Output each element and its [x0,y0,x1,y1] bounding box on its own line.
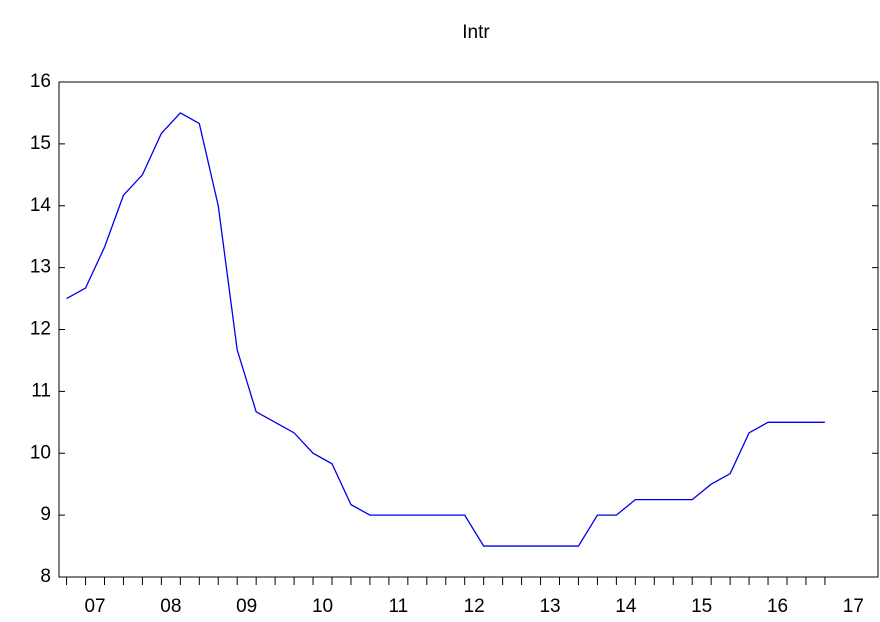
x-tick-label: 13 [539,596,560,617]
x-tick-label: 15 [691,596,712,617]
chart-title: Intr [462,22,490,43]
y-tick-label: 14 [30,195,52,216]
x-tick-label: 17 [843,596,864,617]
x-tick-label: 12 [464,596,485,617]
y-tick-label: 8 [40,566,51,587]
x-tick-label: 08 [160,596,181,617]
plot-frame [58,81,879,578]
y-tick-label: 13 [30,257,51,278]
y-tick-label: 12 [30,319,51,340]
x-tick-label: 14 [615,596,637,617]
y-tick-label: 10 [30,442,51,463]
x-tick-label: 16 [767,596,788,617]
x-tick-label: 09 [236,596,257,617]
y-tick-label: 9 [40,504,51,525]
y-tick-label: 15 [30,133,51,154]
y-tick-label: 16 [30,71,51,92]
x-tick-label: 10 [312,596,333,617]
line-series [66,112,825,547]
x-tick-label: 07 [84,596,105,617]
x-tick-label: 11 [388,596,408,617]
y-tick-label: 11 [31,380,51,401]
